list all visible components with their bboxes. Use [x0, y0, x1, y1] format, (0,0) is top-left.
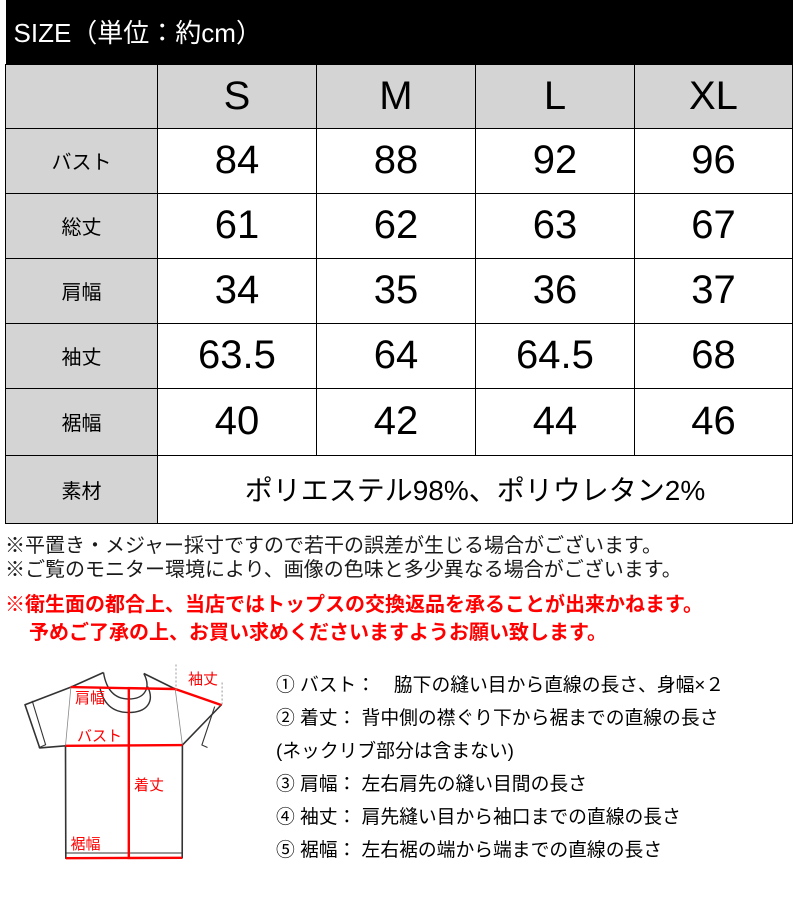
svg-text:袖丈: 袖丈: [188, 668, 218, 689]
svg-text:裾幅: 裾幅: [71, 833, 101, 854]
svg-text:バスト: バスト: [77, 725, 122, 746]
svg-text:着丈: 着丈: [134, 774, 164, 795]
svg-text:肩幅: 肩幅: [75, 687, 105, 708]
